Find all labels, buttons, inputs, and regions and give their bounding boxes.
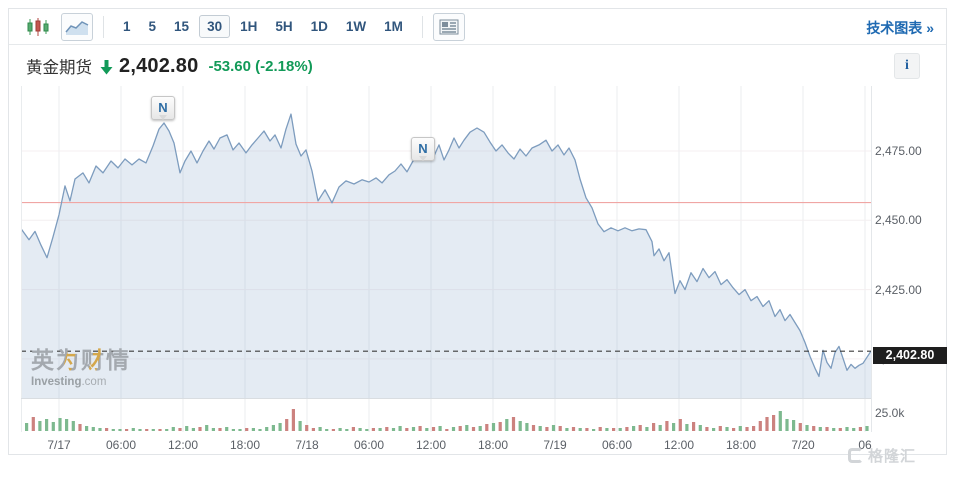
x-axis-tick: 7/17 [47,438,71,452]
candlestick-icon [27,17,49,37]
info-button[interactable]: i [894,53,920,79]
timeframe-group: 1 5 15 30 1H 5H 1D 1W 1M [114,15,412,38]
x-axis-tick: 18:00 [725,438,757,452]
y-axis-tick: 2,425.00 [875,282,922,297]
price-change: -53.60 (-2.18%) [208,58,312,75]
last-price: 2,402.80 [119,54,199,77]
gelonghui-text: 格隆汇 [868,448,917,465]
volume-axis-label: 25.0k [875,406,905,420]
x-axis-tick: 7/20 [791,438,815,452]
gelonghui-logo-icon [848,448,863,463]
plot-left-border [21,86,22,432]
timeframe-5[interactable]: 5 [141,15,165,38]
x-axis-tick: 06:00 [353,438,385,452]
news-panel-button[interactable] [432,12,465,41]
down-arrow-icon [100,59,113,75]
quote-row: 黄金期货 2,402.80 -53.60 (-2.18%) [26,49,313,83]
timeframe-30[interactable]: 30 [199,15,231,38]
timeframe-1[interactable]: 1 [115,15,139,38]
x-axis-tick: 06:00 [601,438,633,452]
last-price-badge: 2,402.80 [873,347,947,364]
volume-pane [21,399,871,432]
instrument-name: 黄金期货 [26,59,92,77]
y-axis-tick: 2,450.00 [875,213,922,228]
x-axis-tick: 12:00 [167,438,199,452]
toolbar-divider [103,15,104,38]
x-axis-tick: 12:00 [415,438,447,452]
chart-widget: 1 5 15 30 1H 5H 1D 1W 1M 技术图表 » 黄金期货 [8,8,947,455]
area-chart-icon [65,18,89,36]
tech-chart-link[interactable]: 技术图表 » [866,20,934,36]
change-value: -53.60 [208,57,251,75]
x-axis-tick: 18:00 [477,438,509,452]
candlestick-chart-button[interactable] [25,14,51,40]
gelonghui-watermark: 格隆汇 [848,445,916,466]
timeframe-1d[interactable]: 1D [303,15,336,38]
x-axis-tick: 12:00 [663,438,695,452]
timeframe-1w[interactable]: 1W [338,15,374,38]
news-marker[interactable]: N [151,96,175,120]
y-axis-line [871,86,872,432]
x-axis-line [21,398,871,399]
x-axis-tick: 7/19 [543,438,567,452]
timeframe-1h[interactable]: 1H [232,15,265,38]
price-chart-plot[interactable] [21,86,871,398]
change-percent: (-2.18%) [255,57,313,75]
y-axis-tick: 2,475.00 [875,144,922,158]
news-panel-icon [439,19,459,35]
timeframe-1m[interactable]: 1M [376,15,411,38]
timeframe-5h[interactable]: 5H [267,15,300,38]
chart-toolbar: 1 5 15 30 1H 5H 1D 1W 1M 技术图表 » [9,9,946,45]
x-axis-tick: 06:00 [105,438,137,452]
x-axis-tick: 18:00 [229,438,261,452]
timeframe-15[interactable]: 15 [166,15,197,38]
news-marker[interactable]: N [411,137,435,161]
area-chart-button[interactable] [61,12,93,41]
x-axis-tick: 7/18 [295,438,319,452]
toolbar-divider [421,15,423,38]
